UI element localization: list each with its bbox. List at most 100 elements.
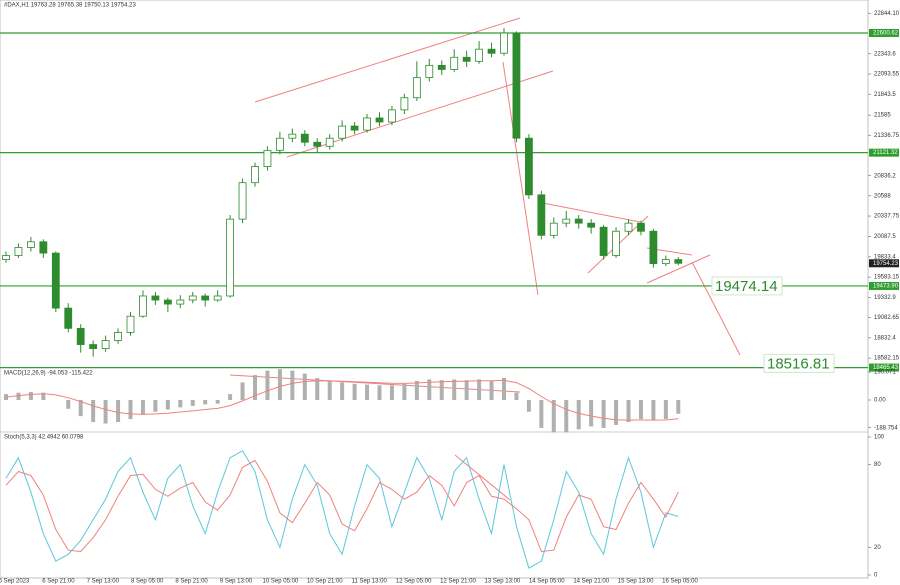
x-tick-label: 6 Sep 21:00 [42,579,75,585]
candle-body [599,226,608,256]
macd-bar [340,382,345,400]
macd-bar [66,400,71,409]
candle-body [537,194,546,236]
candle-body [201,295,210,301]
macd-signal [5,379,679,421]
macd-bar [439,380,444,400]
level-label: 22600.62 [873,31,899,37]
macd-bar [215,400,220,404]
stoch-signal [5,459,679,553]
trend-line [454,454,511,501]
y-tick-label: 19833.4 [874,254,896,260]
annotation-box [711,276,783,296]
candle-body [425,64,434,78]
candle-body [313,141,322,147]
macd-bar [103,400,108,424]
candle-body [500,32,508,54]
y-tick-label: 190.071 [874,370,896,376]
candle-body [51,252,60,309]
candle-body [238,182,247,220]
candle-body [412,77,421,99]
y-tick-label: 100 [874,435,885,441]
candle-body [574,218,583,224]
macd-bar [601,400,606,428]
trend-line [254,17,521,103]
macd-bar [576,400,581,430]
macd-bar [153,400,158,412]
y-tick-label: 0.00 [874,398,886,404]
candle-body [101,340,110,349]
candle-body [400,97,409,111]
macd-bar [651,400,656,421]
y-tick-label: 20087.5 [874,234,896,240]
macd-bar [452,379,457,400]
current-price-box [869,259,899,268]
macd-bar [178,400,183,408]
level-label: 19473.90 [873,284,899,290]
macd-bar [240,382,245,400]
macd-bar [203,400,208,405]
candle-body [251,166,259,184]
macd-bar [489,380,494,400]
x-tick-label: 14 Sep 05:00 [529,579,565,585]
y-tick-label: 22093.55 [874,72,900,78]
candle-body [338,125,347,139]
macd-bar [377,385,382,400]
candle-body [350,125,359,131]
macd-bar [564,400,569,433]
candle-body [661,259,670,265]
annotation-box [763,353,835,373]
y-tick-label: 22343.6 [874,51,896,57]
level-label-box [869,363,899,372]
y-tick-label: 20337.75 [874,214,900,220]
candle-body [562,218,571,224]
macd-bar [676,400,681,414]
candle-body [549,222,558,236]
level-label-box [869,28,899,37]
macd-bar [663,400,668,420]
macd-bar [277,369,282,400]
macd-bar [638,400,643,420]
y-tick-label: 18582.15 [874,356,900,362]
macd-bar [302,373,307,400]
candle-body [674,259,683,264]
x-tick-label: 16 Sep 05:00 [662,579,698,585]
macd-bar [502,377,506,400]
macd-bar [165,400,170,410]
macd-bar [414,380,419,400]
candle-body [525,137,533,196]
candle-body [14,247,23,256]
y-tick-label: 19332.9 [874,295,896,301]
level-label-box [869,148,899,157]
x-tick-label: 8 Sep 05:00 [131,579,164,585]
candle-body [624,222,633,232]
candle-body [263,149,272,167]
candle-body [89,344,98,349]
candle-body [188,295,197,301]
candle-body [612,230,620,256]
macd-bar [91,400,96,423]
x-tick-label: 15 Sep 13:00 [618,579,654,585]
macd-bar [389,385,394,400]
candle-body [462,56,471,62]
y-tick-label: 0 [874,573,878,579]
stoch-title: Stoch(5,3,3) 42.4942 60.0798 [4,435,84,441]
x-tick-label: 10 Sep 21:00 [307,579,343,585]
candle-body [637,222,645,232]
candle-body [64,307,73,329]
y-tick-label: 19082.65 [874,315,900,321]
macd-bar [402,383,407,400]
trend-line [229,374,521,393]
candle-body [151,295,160,301]
current-price-label: 19754.23 [873,261,899,267]
macd-bar [626,400,631,423]
macd-bar [365,384,370,400]
y-tick-label: 80 [874,462,881,468]
x-tick-label: 12 Sep 21:00 [440,579,476,585]
x-tick-label: 6 Sep 2023 [0,579,30,585]
candle-body [39,241,48,254]
macd-bar [140,400,145,415]
x-tick-label: 10 Sep 05:00 [263,579,299,585]
x-tick-label: 8 Sep 21:00 [175,579,208,585]
